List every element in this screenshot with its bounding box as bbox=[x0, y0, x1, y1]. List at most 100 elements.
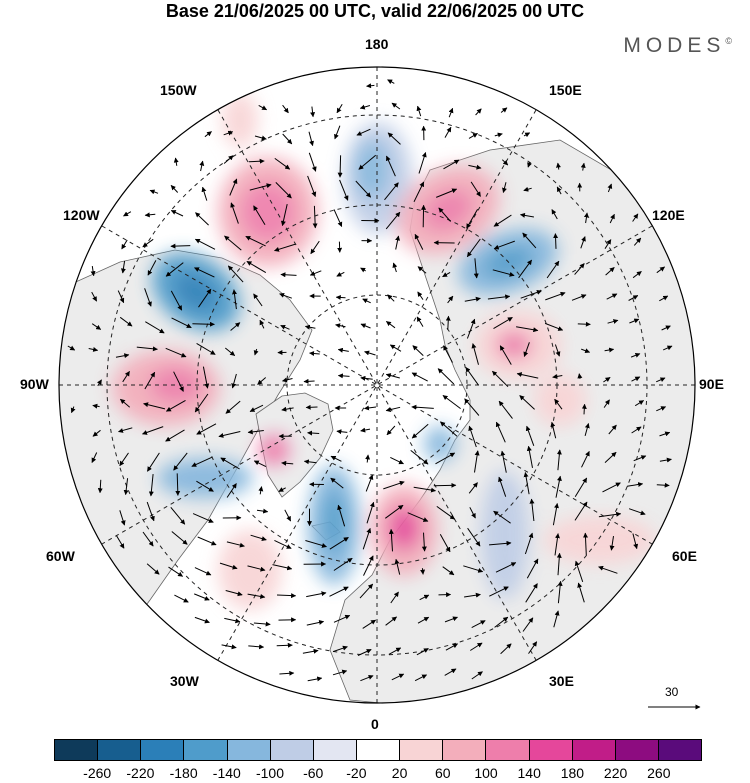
wind-vector bbox=[440, 421, 458, 437]
wind-vector bbox=[309, 351, 320, 356]
wind-vector bbox=[629, 318, 640, 324]
wind-vector bbox=[516, 372, 539, 379]
wind-vector bbox=[339, 179, 349, 201]
wind-vector bbox=[97, 379, 102, 387]
wind-vector bbox=[605, 267, 615, 276]
wind-vector bbox=[577, 321, 591, 327]
wind-vector bbox=[442, 566, 455, 576]
wind-vector bbox=[147, 260, 157, 276]
wind-vector bbox=[410, 450, 429, 465]
reference-vector-label: 30 bbox=[665, 685, 679, 699]
wind-vector bbox=[194, 238, 216, 250]
wind-vector bbox=[336, 429, 348, 435]
wind-vector bbox=[603, 376, 611, 383]
wind-vector bbox=[253, 293, 263, 307]
wind-vector bbox=[366, 501, 375, 524]
wind-vector bbox=[143, 402, 166, 410]
wind-vector bbox=[500, 107, 508, 113]
wind-vector bbox=[494, 616, 509, 628]
wind-vector bbox=[555, 475, 562, 498]
wind-vector bbox=[527, 161, 532, 168]
wind-vector bbox=[627, 482, 644, 487]
wind-vector bbox=[493, 214, 512, 227]
wind-vector bbox=[249, 183, 272, 191]
wind-vector bbox=[466, 238, 481, 258]
wind-vector bbox=[489, 586, 509, 597]
wind-vector bbox=[470, 181, 481, 197]
wind-vector bbox=[224, 347, 236, 356]
wind-vector bbox=[168, 566, 184, 577]
wind-vector bbox=[498, 400, 513, 419]
wind-vector bbox=[633, 237, 642, 246]
wind-vector bbox=[500, 643, 512, 655]
wind-vector bbox=[253, 621, 271, 627]
colorbar-swatch bbox=[355, 740, 400, 760]
wind-vector bbox=[418, 152, 427, 174]
wind-vector bbox=[312, 205, 318, 229]
wind-vector bbox=[554, 533, 560, 556]
wind-vector bbox=[468, 482, 478, 494]
wind-vector bbox=[303, 459, 317, 465]
wind-vector bbox=[473, 258, 479, 279]
wind-vector bbox=[577, 373, 583, 379]
wind-vector bbox=[332, 669, 348, 676]
wind-vector bbox=[276, 642, 293, 648]
wind-vector bbox=[523, 132, 531, 138]
wind-vector bbox=[574, 560, 584, 583]
wind-vector bbox=[443, 345, 453, 363]
wind-vector bbox=[475, 108, 482, 116]
colorbar-tick-label: -100 bbox=[255, 765, 285, 781]
wind-vector bbox=[411, 372, 428, 382]
map-title: Base 21/06/2025 00 UTC, valid 22/06/2025… bbox=[165, 1, 585, 21]
wind-vector bbox=[551, 209, 558, 220]
wind-vector bbox=[119, 510, 126, 526]
wind-vector bbox=[474, 450, 480, 473]
wind-vector bbox=[553, 233, 559, 249]
wind-vector bbox=[174, 594, 189, 603]
lon-label-60w: 60W bbox=[46, 548, 75, 564]
wind-vector bbox=[221, 644, 237, 650]
wind-vector bbox=[632, 213, 639, 222]
wind-vector bbox=[445, 315, 451, 330]
wind-vector bbox=[329, 586, 349, 597]
wind-vector bbox=[581, 450, 590, 468]
wind-vector bbox=[194, 267, 215, 278]
wind-vector bbox=[366, 83, 375, 89]
wind-vector bbox=[274, 157, 291, 170]
wind-vector bbox=[329, 536, 349, 550]
wind-vector bbox=[526, 558, 539, 579]
wind-vector bbox=[435, 452, 456, 465]
colorbar-swatch bbox=[528, 740, 572, 760]
wind-vector bbox=[523, 186, 532, 192]
wind-vector bbox=[170, 210, 184, 217]
wind-vector bbox=[220, 457, 240, 470]
wind-vector bbox=[173, 157, 179, 166]
wind-vector bbox=[196, 480, 214, 492]
colorbar-swatch bbox=[657, 740, 702, 760]
wind-vector bbox=[663, 345, 673, 351]
wind-vector bbox=[607, 319, 619, 324]
wind-vector bbox=[413, 486, 436, 493]
wind-vector bbox=[438, 207, 451, 222]
wind-vector bbox=[550, 421, 557, 439]
wind-vector bbox=[603, 399, 610, 408]
wind-vector bbox=[146, 563, 160, 575]
wind-vector bbox=[97, 479, 103, 494]
wind-vector bbox=[307, 175, 317, 197]
anomaly-field bbox=[112, 92, 656, 610]
wind-vector bbox=[281, 406, 294, 412]
wind-vector bbox=[384, 182, 399, 201]
wind-vector bbox=[204, 131, 212, 138]
wind-vector bbox=[253, 205, 266, 225]
wind-vector bbox=[173, 371, 184, 392]
wind-vector bbox=[144, 288, 152, 307]
colorbar-tick-label: -60 bbox=[303, 765, 324, 781]
wind-vector bbox=[245, 235, 266, 247]
wind-vector bbox=[580, 236, 586, 249]
wind-vector bbox=[471, 343, 479, 365]
wind-vector bbox=[464, 592, 481, 598]
wind-vector bbox=[598, 565, 618, 574]
wind-vector bbox=[115, 535, 125, 549]
lon-label-60e: 60E bbox=[672, 548, 697, 564]
colorbar-tick-label: 180 bbox=[560, 765, 585, 781]
